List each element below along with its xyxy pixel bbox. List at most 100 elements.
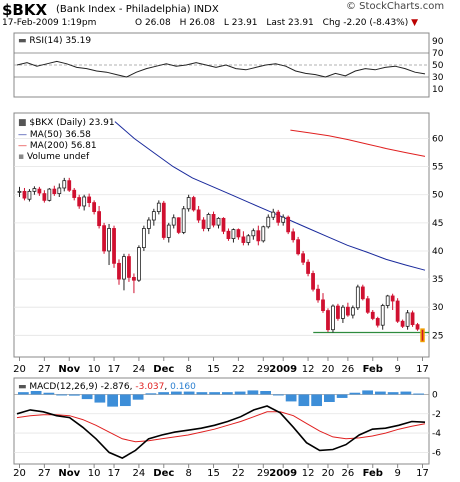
down-arrow-icon: ▼: [411, 18, 419, 28]
macd-histogram-bar: [209, 392, 220, 395]
candle-body: [186, 197, 191, 210]
candle-body: [176, 217, 181, 233]
macd-histogram-bar: [120, 394, 131, 407]
candle-body: [141, 228, 146, 248]
candle-body: [47, 188, 52, 201]
last-value: 23.91: [288, 18, 314, 28]
candle-body: [72, 189, 77, 198]
candle-body: [246, 235, 251, 243]
candle-body: [52, 188, 57, 195]
macd-histogram-bar: [324, 394, 335, 402]
macd-histogram-bar: [183, 391, 195, 395]
candle-body: [127, 256, 131, 278]
candle-body: [191, 197, 196, 211]
candle-body: [385, 295, 390, 306]
x-axis-tick-label: 17: [416, 468, 429, 479]
price-tick-label: 35: [432, 275, 443, 285]
candle-body: [137, 247, 141, 281]
macd-tick-label: -4: [432, 429, 441, 439]
macd-histogram-bar: [234, 391, 246, 395]
macd-histogram-bar: [69, 394, 80, 396]
low-value: L 23.91: [223, 18, 258, 28]
candle-body: [306, 261, 310, 274]
x-axis-tick-label: 24: [133, 364, 146, 375]
candle-body: [256, 230, 261, 242]
macd-line: [16, 405, 426, 459]
candle-body: [375, 318, 380, 326]
candle-body: [151, 211, 156, 221]
x-axis-tick-label: 17: [416, 364, 429, 375]
candle-body: [405, 312, 410, 327]
candle-body: [171, 217, 176, 226]
candle-body: [276, 211, 281, 223]
candle-body: [92, 202, 97, 213]
x-axis-tick-label: 8: [185, 364, 191, 375]
macd-histogram-bar: [375, 391, 386, 395]
x-axis-tick-label: 20: [13, 364, 26, 375]
macd-tick-label: -2: [432, 410, 441, 420]
x-axis-tick-label: 9: [394, 364, 400, 375]
x-axis-tick-label: Nov: [58, 468, 80, 479]
macd-histogram-bar: [336, 394, 348, 398]
security-name: (Bank Index - Philadelphia) INDX: [56, 4, 219, 15]
quote-date: 17-Feb-2009 1:19pm: [2, 18, 97, 28]
candle-body: [365, 298, 370, 313]
candle-body: [132, 276, 136, 281]
x-axis-tick-label: 10: [88, 364, 101, 375]
brand-label[interactable]: © StockCharts.com: [346, 1, 445, 12]
chg-value: -2.20 (-8.43%): [343, 18, 409, 28]
x-axis-tick-label: 12: [302, 468, 315, 479]
candle-body: [62, 180, 67, 189]
candle-body: [380, 305, 385, 326]
candle-body: [261, 226, 266, 242]
candle-body: [236, 229, 241, 238]
open-value: O 26.08: [135, 18, 171, 28]
candle-body: [156, 202, 161, 212]
last-label: Last: [266, 18, 286, 28]
candle-body: [107, 228, 111, 252]
chg-label: Chg: [322, 18, 341, 28]
price-tick-label: 55: [432, 163, 443, 173]
candle-body: [117, 262, 121, 280]
x-axis-tick-label: Nov: [58, 364, 80, 375]
x-axis-tick-label: 27: [38, 364, 51, 375]
macd-histogram-bar: [260, 390, 271, 395]
ma50-line: [114, 121, 426, 271]
macd-histogram-bar: [273, 394, 284, 396]
macd-histogram-bar: [222, 392, 233, 395]
price-tick-label: 25: [432, 331, 443, 341]
candle-body: [251, 230, 256, 237]
price-tick-label: 60: [432, 134, 444, 144]
x-axis-tick-label: 17: [108, 468, 121, 479]
candle-body: [42, 193, 47, 201]
candle-body: [112, 228, 116, 264]
x-axis-tick-label: 2009: [269, 468, 297, 479]
macd-histogram-bar: [387, 392, 399, 395]
x-axis-tick-label: 20: [322, 468, 335, 479]
macd-histogram-bar: [311, 394, 322, 407]
candle-body: [211, 214, 216, 226]
candle-body: [345, 306, 350, 316]
candle-body: [296, 239, 301, 255]
candle-body: [87, 196, 92, 204]
candle-body: [321, 299, 325, 311]
candle-body: [226, 230, 231, 239]
x-axis-tick-label: 26: [342, 468, 355, 479]
macd-histogram-bar: [56, 394, 67, 396]
signal-line: [16, 411, 426, 443]
candle-body: [102, 225, 106, 252]
macd-histogram-bar: [298, 394, 310, 407]
x-axis-tick-label: 29: [257, 364, 270, 375]
macd-histogram-bar: [145, 393, 157, 395]
quote-summary: O 26.08 H 26.08 L 23.91 Last 23.91 Chg -…: [135, 18, 418, 28]
rsi-tick-label: 90: [432, 37, 444, 47]
candle-body: [82, 196, 87, 207]
macd-tick-label: -6: [432, 448, 441, 458]
candle-body: [122, 256, 126, 280]
candle-body: [231, 229, 236, 239]
candle-body: [331, 305, 335, 331]
x-axis-tick-label: Feb: [363, 468, 383, 479]
candle-body: [415, 324, 420, 330]
candle-body: [22, 190, 27, 199]
